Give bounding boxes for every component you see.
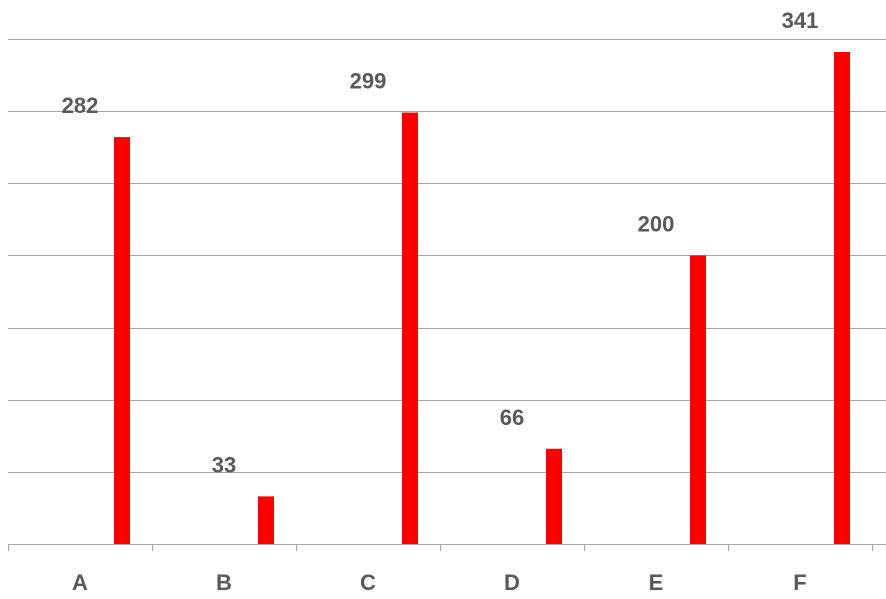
data-label-f: 341: [782, 8, 819, 33]
data-label-c: 299: [350, 69, 387, 94]
x-axis: ABCDEFG: [8, 544, 886, 595]
bar-e: [690, 255, 706, 544]
x-tick-label-d: D: [504, 570, 520, 595]
x-tick-label-c: C: [360, 570, 376, 595]
bar-a: [114, 137, 130, 544]
bars: [114, 51, 850, 544]
bar-d: [546, 448, 562, 544]
bar-f: [834, 51, 850, 544]
gridlines: [8, 39, 886, 473]
x-tick-label-a: A: [72, 570, 88, 595]
data-label-a: 282: [62, 93, 99, 118]
x-tick-label-f: F: [793, 570, 806, 595]
data-labels: 282332996620034117: [62, 8, 819, 477]
bar-c: [402, 112, 418, 544]
data-label-d: 66: [500, 405, 524, 430]
bar-b: [258, 496, 274, 544]
data-label-b: 33: [212, 452, 236, 477]
data-label-e: 200: [638, 211, 675, 236]
x-tick-label-e: E: [649, 570, 664, 595]
x-tick-label-b: B: [216, 570, 232, 595]
